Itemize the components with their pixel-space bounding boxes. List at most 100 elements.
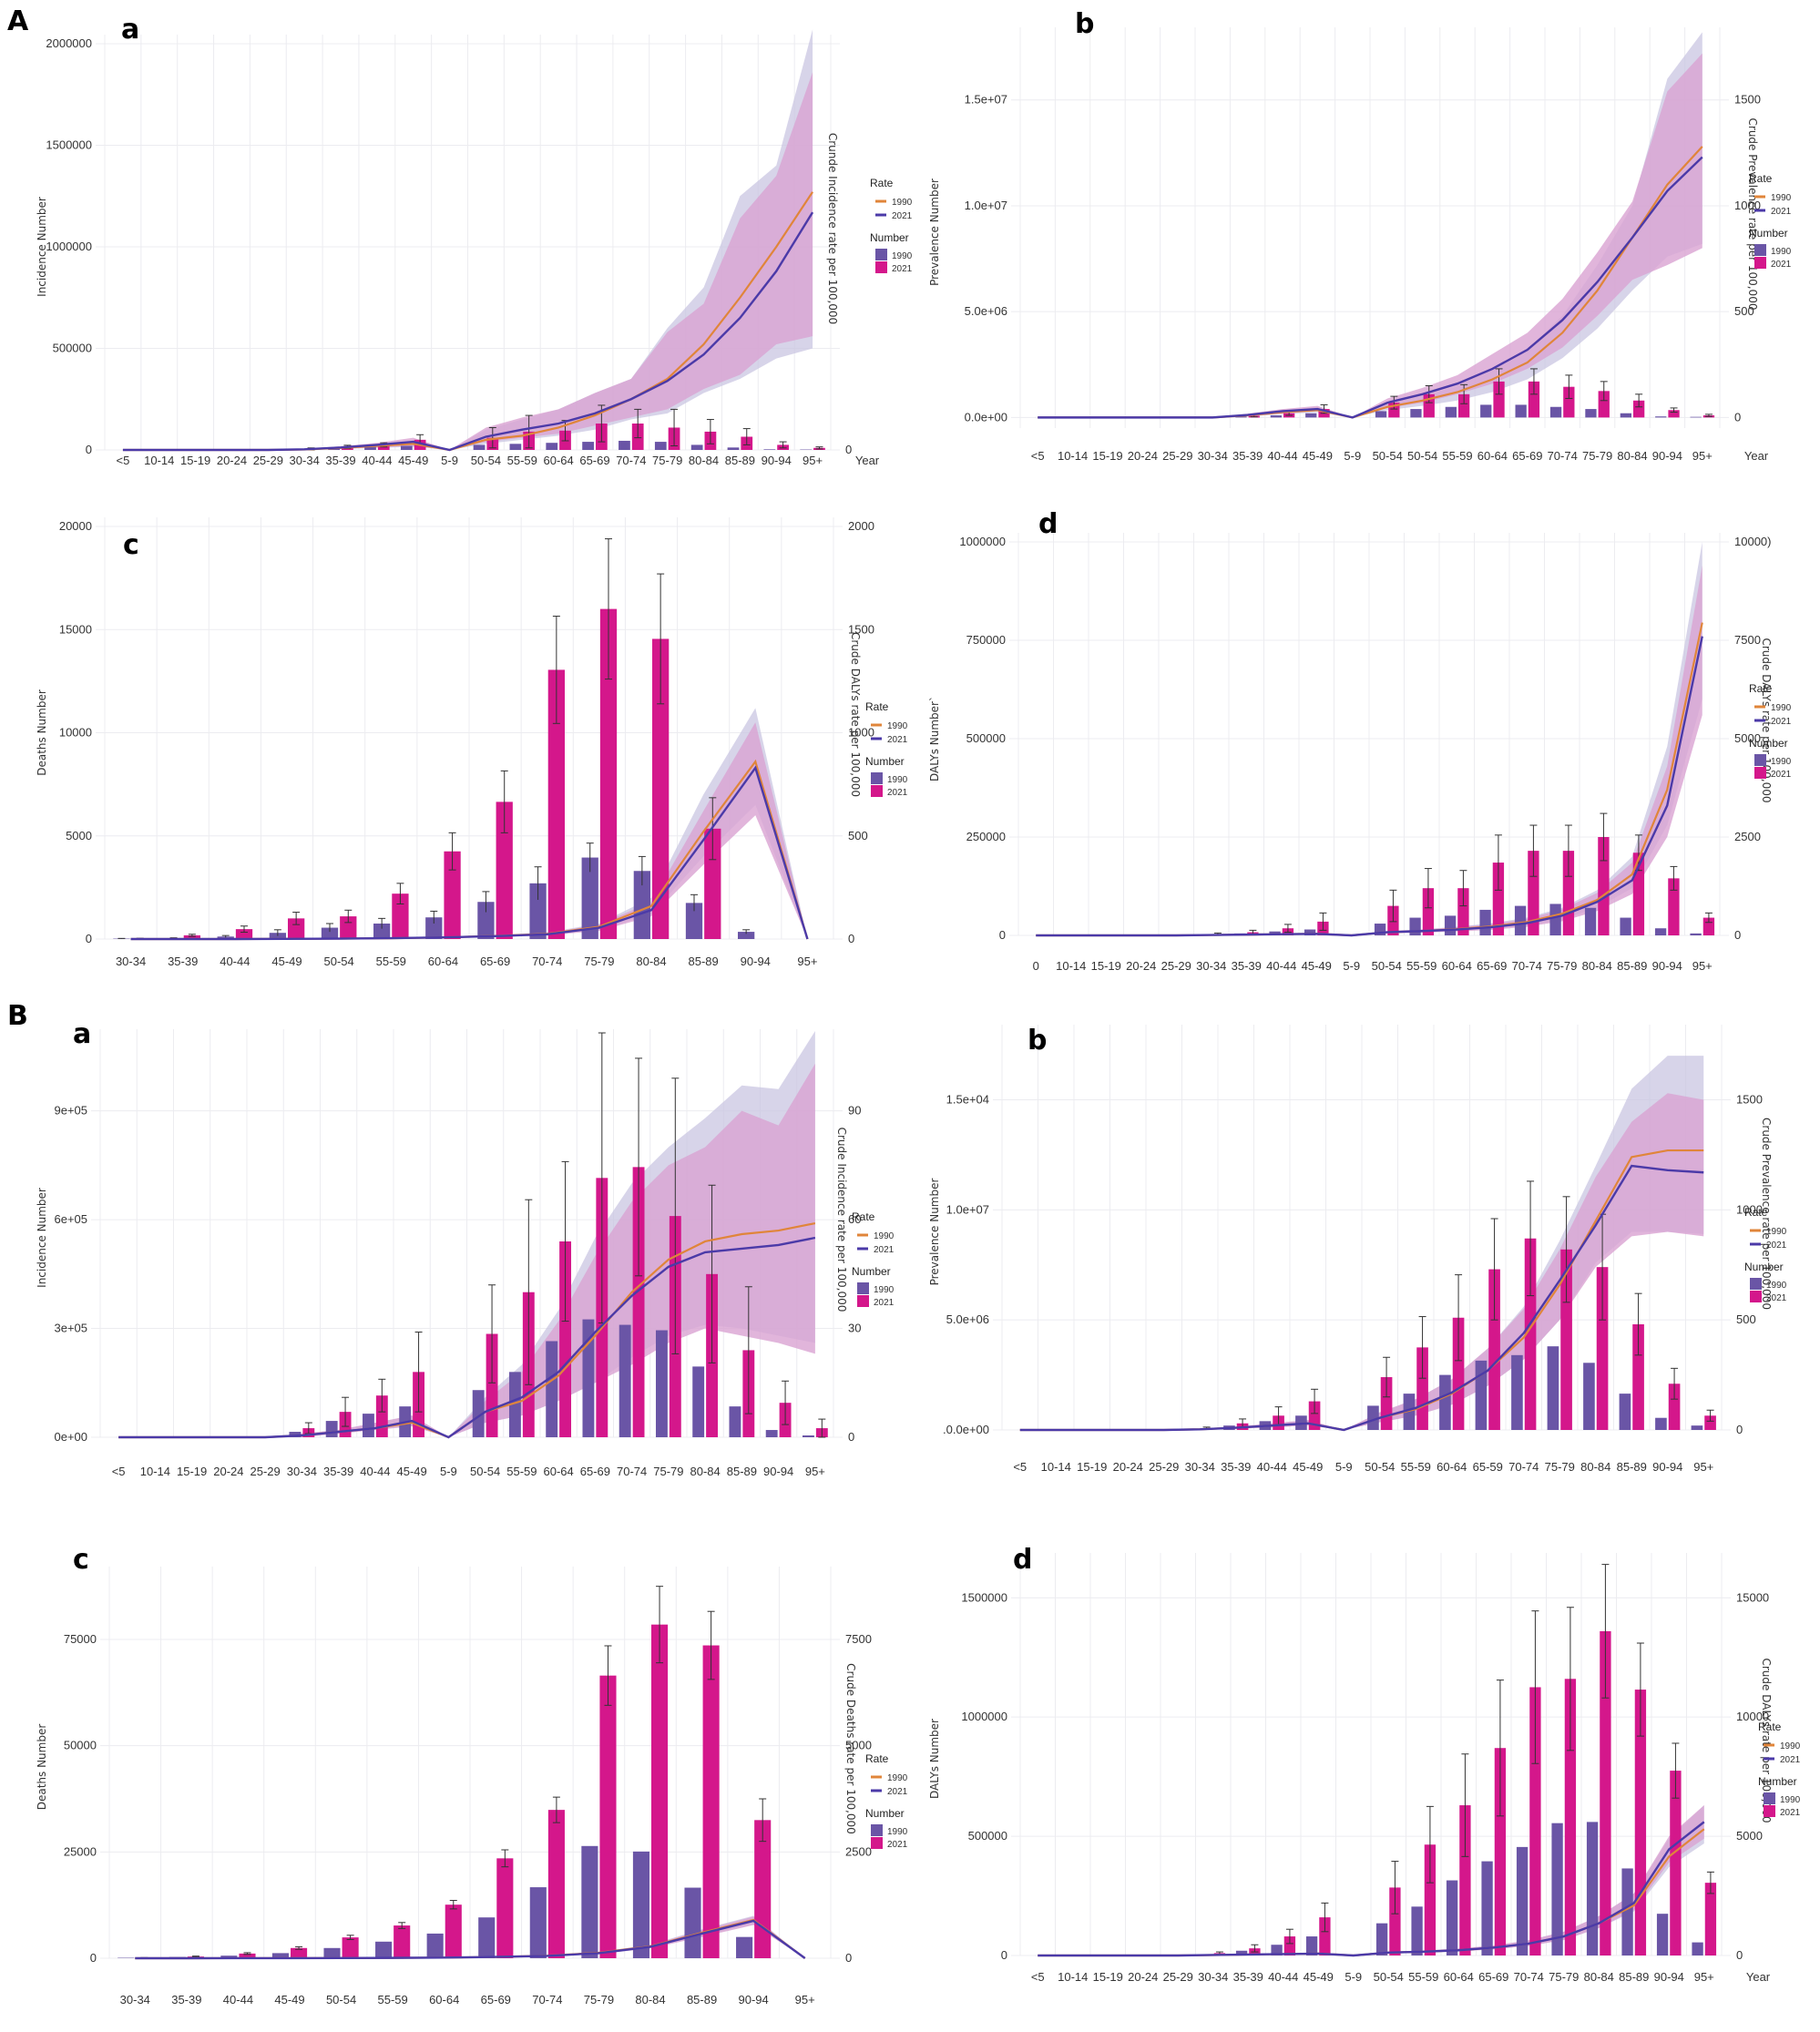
y-axis-title: Incidence Number — [36, 197, 48, 297]
bar-2021 — [1598, 391, 1610, 418]
bar-2021 — [652, 638, 670, 939]
legend-number-1990-swatch — [1754, 754, 1766, 766]
x-tick-label: 25-29 — [251, 1465, 281, 1478]
x-tick-label: 70-74 — [1514, 1970, 1544, 1984]
x-tick-label: 80-84 — [635, 1993, 665, 2006]
x-tick-label: 75-79 — [1547, 959, 1577, 973]
x-tick-label: 85-89 — [687, 1993, 717, 2006]
chart-b-b: .0.0e+00 5.0e+06 1.0e+07 1.5e+04 0 500 1000 150… — [928, 1025, 1787, 1474]
bar-1990 — [1656, 1914, 1669, 1955]
legend-number-1990-label: 1990 — [874, 1285, 895, 1295]
x-tick-label: 20-24 — [1113, 1460, 1143, 1474]
bar-2021 — [1668, 1384, 1681, 1430]
x-tick-label: 95+ — [1694, 1970, 1714, 1984]
legend-number-1990-label: 1990 — [1766, 1281, 1787, 1291]
x-tick-label: 35-39 — [323, 1465, 353, 1478]
x-tick-label: 35-39 — [325, 454, 355, 467]
x-tick-label: 20-24 — [1128, 449, 1158, 463]
bar-1990 — [1375, 411, 1387, 418]
bar-1990 — [619, 440, 630, 450]
y-tick-label: 1500000 — [46, 138, 92, 152]
legend-rate-1990-label: 1990 — [1771, 703, 1792, 713]
bar-2021 — [1422, 888, 1435, 935]
bar-2021 — [1670, 1771, 1682, 1955]
y-tick-label: .0.0e+00 — [943, 1423, 989, 1436]
x-tick-label: 45-49 — [397, 1465, 427, 1478]
x-tick-label: 50-54 — [1407, 449, 1437, 463]
legend-rate-title: Rate — [1744, 1206, 1768, 1219]
x-tick-label: 15-19 — [177, 1465, 207, 1478]
x-tick-label: 45-49 — [1293, 1460, 1323, 1474]
bar-2021 — [1494, 1748, 1507, 1955]
bar-2021 — [1563, 386, 1575, 418]
bar-2021 — [559, 1241, 572, 1437]
x-tick-label: 90-94 — [739, 1993, 769, 2006]
legend-number-1990-swatch — [871, 1824, 883, 1836]
bar-1990 — [1403, 1394, 1416, 1430]
y-axis-title: Prevalence Number — [928, 1179, 941, 1286]
bar-1990 — [375, 1941, 393, 1958]
x-tick-label: 50-54 — [324, 955, 354, 968]
x-tick-label: 30-34 — [1185, 1460, 1215, 1474]
bar-1990 — [1654, 928, 1667, 935]
bar-1990 — [1411, 1906, 1423, 1955]
bar-2021 — [1389, 1887, 1401, 1955]
bar-1990 — [325, 1421, 338, 1437]
x-tick-label: 20-24 — [217, 454, 247, 467]
x-tick-label: 60-64 — [1477, 449, 1508, 463]
x-tick-label: 55-59 — [378, 1993, 408, 2006]
bar-2021 — [1452, 1317, 1465, 1430]
panel-b-c-deaths: 0 25000 50000 75000 0 2500 5000 7500 30-34 35-39 4… — [18, 1521, 911, 2032]
x-tick-label: 5-9 — [440, 1465, 457, 1478]
bar-1990 — [1549, 904, 1561, 935]
bar-1990 — [269, 933, 286, 939]
y-tick-label: 0 — [999, 928, 1006, 942]
y2-tick-label: 500 — [848, 829, 868, 842]
x-tick-label: 30-34 — [1198, 1970, 1228, 1984]
y-tick-label: 0.0e+00 — [965, 410, 1007, 424]
bar-2021 — [1528, 381, 1540, 418]
bar-1990 — [1235, 416, 1247, 418]
x-tick-label: 85-89 — [1617, 1460, 1647, 1474]
bar-1990 — [765, 1430, 778, 1437]
legend-rate-2021-label: 2021 — [1780, 1755, 1801, 1765]
x-tick-label: 50-54 — [471, 454, 501, 467]
legend-rate-1990-label: 1990 — [892, 198, 913, 208]
rate-line-2021 — [135, 1919, 806, 1960]
y2-tick-label: 0 — [1736, 1423, 1743, 1436]
legend-rate-title: Rate — [1749, 682, 1773, 695]
x-tick-label: 95+ — [1692, 449, 1713, 463]
x-tick-label: 85-89 — [1617, 959, 1647, 973]
panel-letter: b — [1075, 8, 1094, 40]
y2-tick-label: 0 — [1734, 928, 1741, 942]
legend-number-1990-swatch — [875, 249, 887, 260]
bar-1990 — [582, 1319, 595, 1437]
bar-1990 — [729, 1406, 741, 1437]
x-tick-label: 15-19 — [1077, 1460, 1107, 1474]
legend-number-title: Number — [1749, 737, 1788, 750]
bar-1990 — [373, 924, 391, 939]
y-tick-label: 1500000 — [961, 1590, 1007, 1604]
x-axis-title: Year — [855, 454, 880, 467]
x-tick-label: 40-44 — [223, 1993, 253, 2006]
y2-axis-title: Crude DALYs rate per 100,000 — [1760, 1658, 1773, 1823]
bar-1990 — [400, 445, 413, 450]
x-tick-label: 30-34 — [120, 1993, 150, 2006]
bar-1990 — [1586, 1822, 1599, 1955]
y-tick-label: 1.5e+07 — [965, 93, 1007, 107]
x-tick-label: 80-84 — [636, 955, 666, 968]
bar-1990 — [1475, 1360, 1488, 1430]
y2-axis-title: Crunde Incidence rate per 100,000 — [826, 133, 839, 324]
legend-number-1990-swatch — [1764, 1792, 1775, 1804]
panel-letter: c — [73, 1544, 89, 1576]
y2-tick-label: 0 — [848, 932, 854, 945]
bar-1990 — [1271, 1945, 1283, 1955]
bar-1990 — [1690, 933, 1702, 935]
x-tick-label: 5-9 — [1345, 1970, 1362, 1984]
y-tick-label: 75000 — [64, 1632, 97, 1646]
bar-1990 — [685, 903, 703, 939]
x-tick-label: 45-49 — [1303, 449, 1333, 463]
legend-rate-1990-label: 1990 — [887, 721, 908, 731]
legend-number-2021-swatch — [875, 261, 887, 273]
bar-2021 — [1458, 393, 1470, 418]
